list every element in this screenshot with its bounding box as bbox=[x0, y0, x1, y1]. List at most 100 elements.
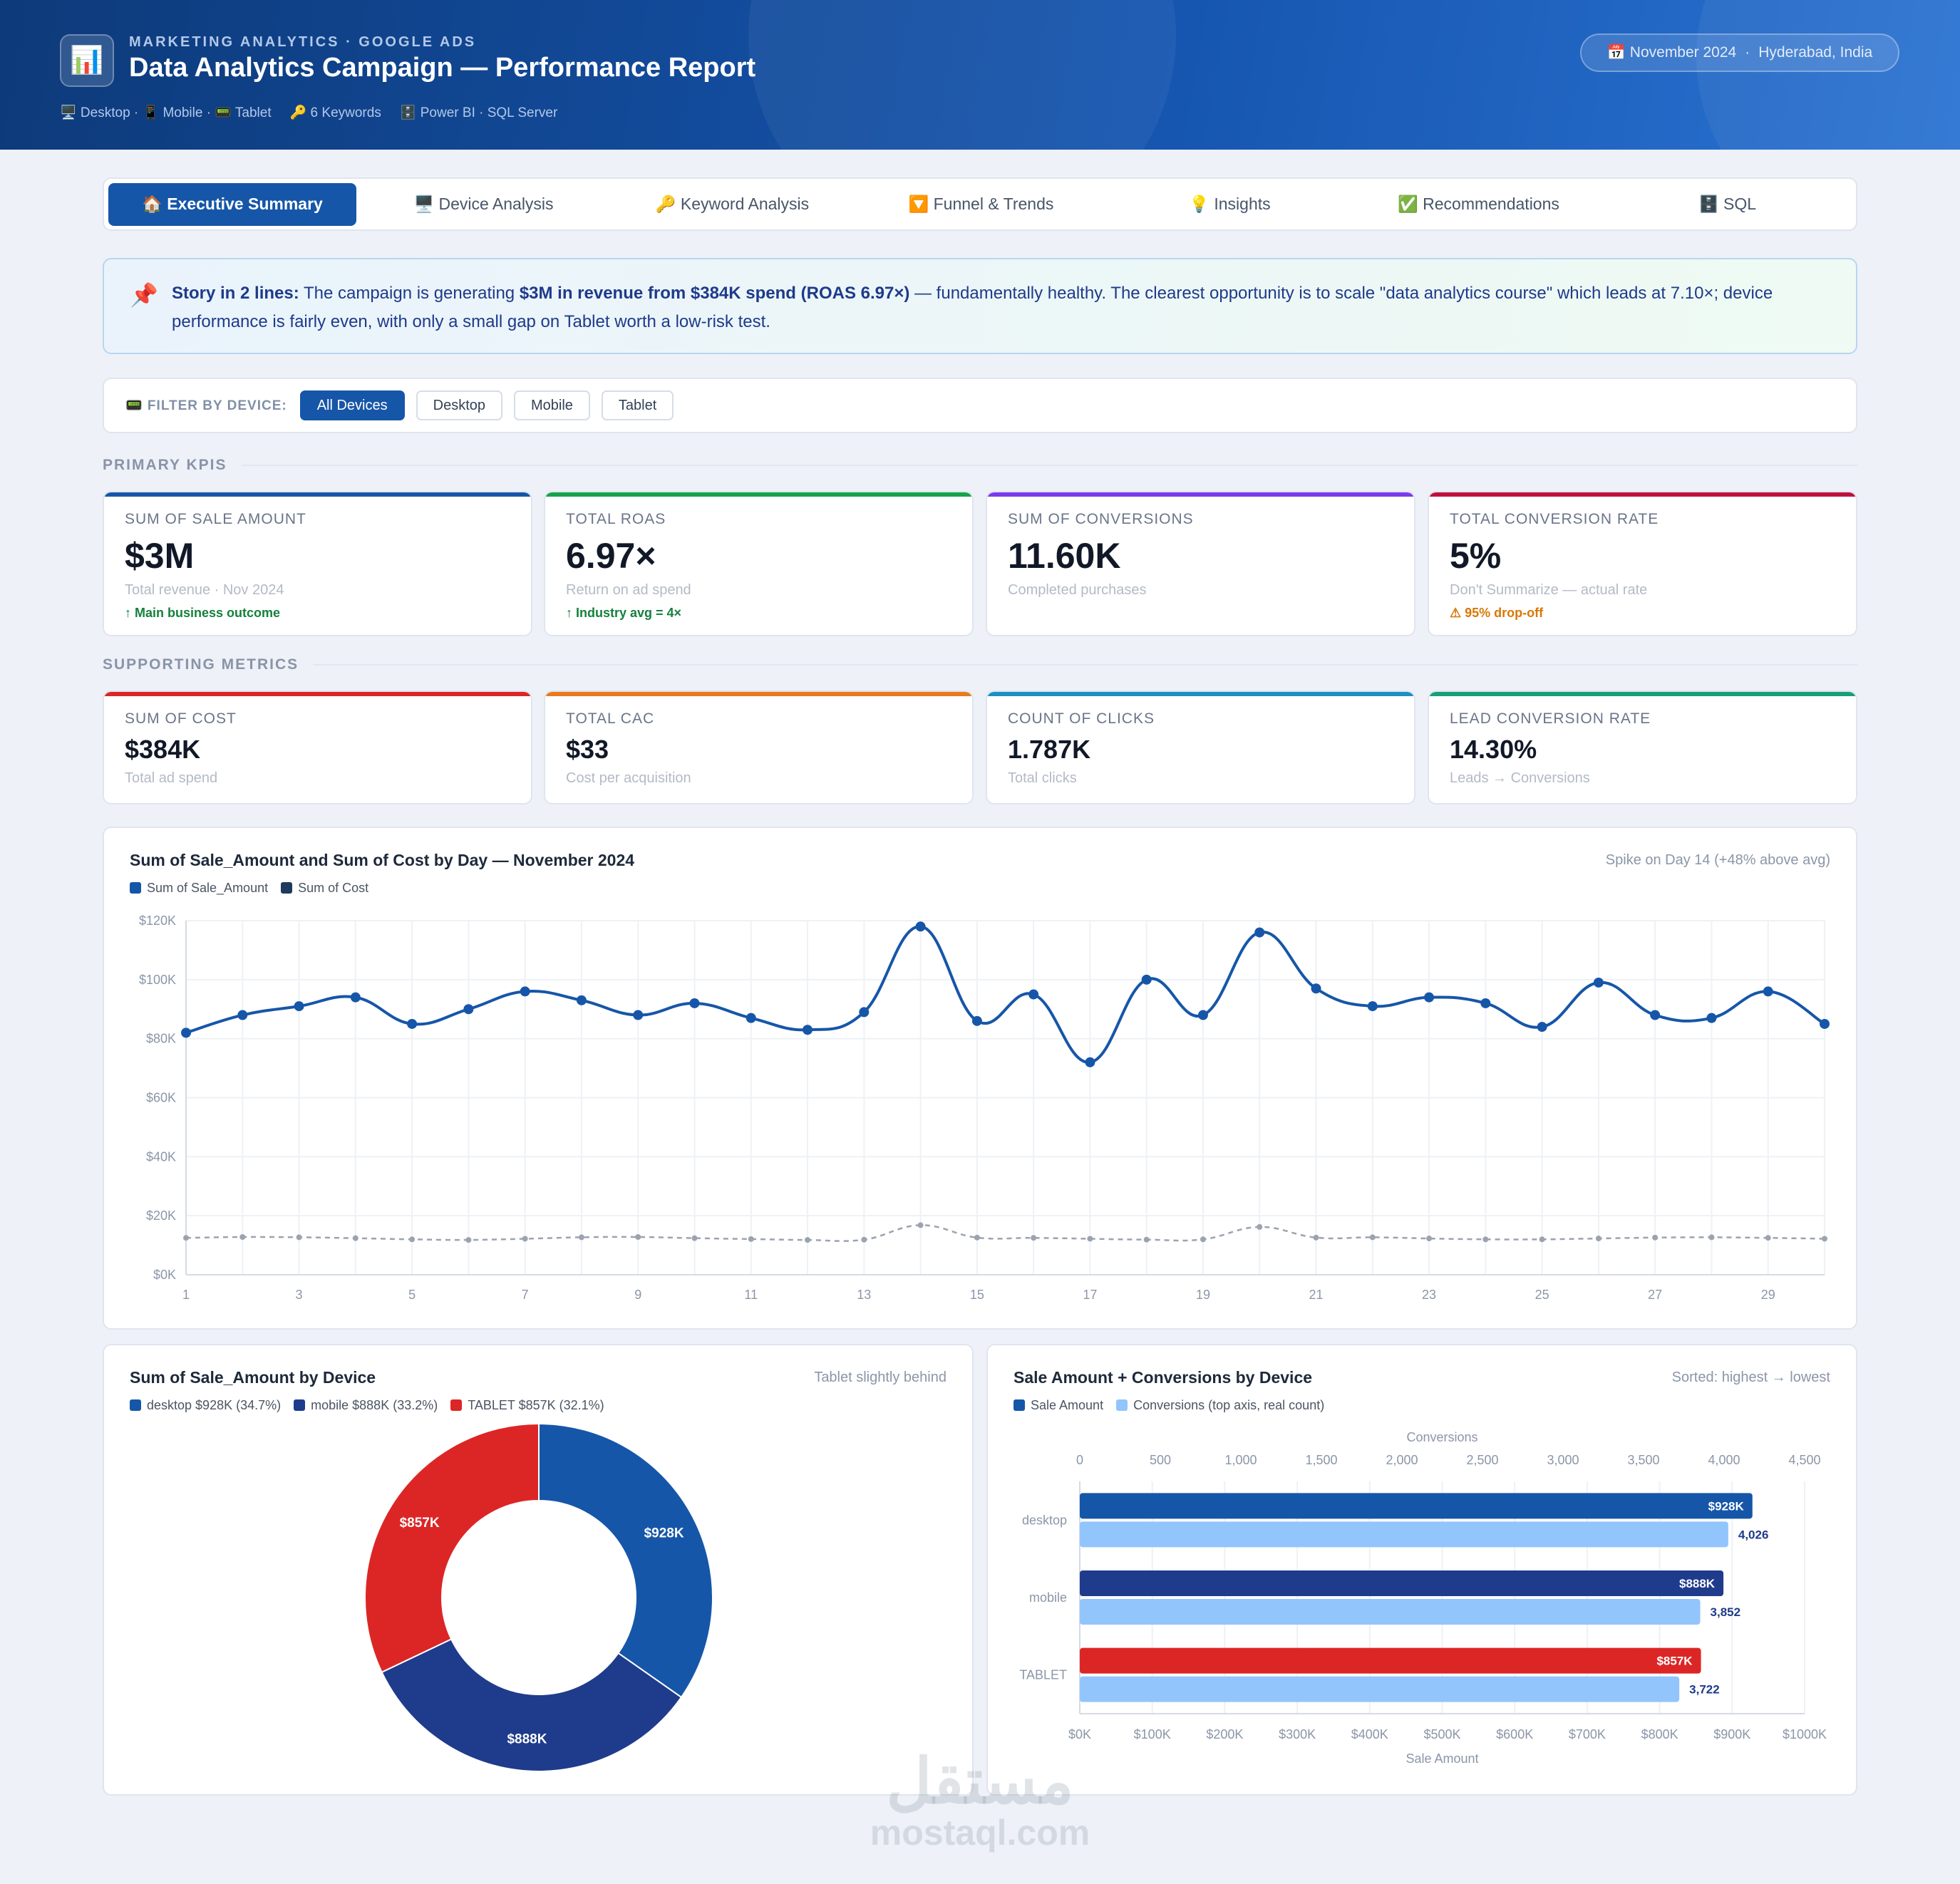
sale-point bbox=[746, 1013, 756, 1023]
metric-card-cost: SUM OF COST $384K Total ad spend bbox=[103, 690, 532, 804]
header-decoration bbox=[748, 0, 1176, 150]
top-tick-label: 0 bbox=[1076, 1453, 1083, 1467]
meta-devices: 🖥️ Desktop · 📱 Mobile · 📟 Tablet bbox=[60, 105, 272, 120]
top-tick-label: 500 bbox=[1150, 1453, 1171, 1467]
legend-label: Sum of Cost bbox=[298, 881, 369, 895]
cost-point bbox=[861, 1236, 867, 1243]
cost-point bbox=[183, 1235, 189, 1241]
x-tick-label: 3 bbox=[296, 1288, 303, 1302]
chart-note: Tablet slightly behind bbox=[814, 1370, 947, 1385]
x-tick-label: $1000K bbox=[1783, 1727, 1827, 1741]
legend-swatch bbox=[294, 1399, 306, 1411]
x-tick-label: 27 bbox=[1648, 1288, 1662, 1302]
kpi-value: 6.97× bbox=[566, 536, 656, 576]
legend-item[interactable]: Sum of Cost bbox=[281, 881, 368, 896]
metric-accent-bar bbox=[1429, 692, 1856, 696]
tab-insights[interactable]: 💡 Insights bbox=[1189, 195, 1271, 213]
cost-point bbox=[1143, 1236, 1150, 1243]
metric-subtext: Cost per acquisition bbox=[566, 770, 691, 786]
kpi-card-conversion-rate: TOTAL CONVERSION RATE 5% Don't Summarize… bbox=[1428, 491, 1857, 636]
donut-chart: $928K $888K $857K bbox=[364, 1422, 713, 1772]
metric-subtext: Total clicks bbox=[1008, 770, 1077, 786]
cost-point bbox=[465, 1237, 472, 1243]
header-eyebrow: MARKETING ANALYTICS · GOOGLE ADS bbox=[129, 34, 477, 50]
legend-swatch bbox=[281, 882, 293, 894]
cost-point bbox=[805, 1237, 811, 1243]
tab-bar: 🏠 Executive Summary 🖥️ Device Analysis 🔑… bbox=[103, 177, 1857, 231]
legend-swatch bbox=[130, 1399, 141, 1411]
metric-subtext: Leads → Conversions bbox=[1450, 770, 1590, 786]
legend-label: mobile $888K (33.2%) bbox=[311, 1398, 438, 1412]
top-tick-label: 1,000 bbox=[1224, 1453, 1257, 1467]
x-tick-label: 21 bbox=[1309, 1288, 1324, 1302]
chart-legend: Sale Amount Conversions (top axis, real … bbox=[1013, 1398, 1324, 1413]
legend-item[interactable]: Conversions (top axis, real count) bbox=[1116, 1398, 1324, 1413]
device-bar-card: Sale Amount + Conversions by Device Sort… bbox=[986, 1344, 1857, 1796]
tab-recommendations[interactable]: ✅ Recommendations bbox=[1398, 195, 1559, 213]
x-tick-label: $700K bbox=[1569, 1727, 1606, 1741]
x-tick-label: $400K bbox=[1351, 1727, 1388, 1741]
date-text: 📅 November 2024 bbox=[1606, 44, 1737, 61]
cost-point bbox=[409, 1236, 416, 1243]
page-header: 📊 MARKETING ANALYTICS · GOOGLE ADS Data … bbox=[0, 0, 1960, 150]
sale-point bbox=[915, 921, 926, 932]
section-primary-kpis: PRIMARY KPIS bbox=[103, 457, 1857, 474]
sale-series-line bbox=[185, 925, 1826, 1064]
metric-subtext: Total ad spend bbox=[125, 770, 218, 786]
sale-point bbox=[1706, 1013, 1717, 1023]
tab-device-analysis[interactable]: 🖥️ Device Analysis bbox=[413, 195, 554, 213]
tab-sql[interactable]: 🗄️ SQL bbox=[1698, 195, 1757, 213]
kpi-label: SUM OF SALE AMOUNT bbox=[125, 511, 306, 527]
metric-label: SUM OF COST bbox=[125, 710, 237, 727]
filter-mobile-button[interactable]: Mobile bbox=[514, 390, 590, 420]
legend-item[interactable]: mobile $888K (33.2%) bbox=[294, 1398, 438, 1413]
kpi-label: SUM OF CONVERSIONS bbox=[1008, 511, 1194, 527]
metric-label: LEAD CONVERSION RATE bbox=[1450, 710, 1651, 727]
metric-value: 14.30% bbox=[1450, 735, 1537, 764]
legend-item[interactable]: desktop $928K (34.7%) bbox=[130, 1398, 281, 1413]
story-highlight: $3M in revenue from $384K spend (ROAS 6.… bbox=[519, 284, 910, 303]
kpi-subtext: Completed purchases bbox=[1008, 582, 1147, 598]
kpi-accent-bar bbox=[1429, 492, 1856, 497]
chart-legend: desktop $928K (34.7%) mobile $888K (33.2… bbox=[130, 1398, 604, 1413]
legend-item[interactable]: TABLET $857K (32.1%) bbox=[450, 1398, 604, 1413]
metric-accent-bar bbox=[545, 692, 972, 696]
y-tick-label: $60K bbox=[146, 1091, 176, 1105]
legend-item[interactable]: Sale Amount bbox=[1013, 1398, 1103, 1413]
filter-tablet-button[interactable]: Tablet bbox=[601, 390, 674, 420]
tab-executive-summary[interactable]: 🏠 Executive Summary bbox=[108, 182, 356, 226]
story-lead: Story in 2 lines: bbox=[172, 284, 299, 303]
legend-label: Sale Amount bbox=[1031, 1398, 1104, 1412]
legend-item[interactable]: Sum of Sale_Amount bbox=[130, 881, 268, 896]
sale-amount-bar bbox=[1080, 1493, 1753, 1519]
section-supporting-metrics: SUPPORTING METRICS bbox=[103, 656, 1857, 673]
cost-point bbox=[1313, 1234, 1319, 1241]
cost-point bbox=[1765, 1235, 1771, 1241]
kpi-value: 11.60K bbox=[1008, 536, 1121, 576]
x-tick-label: 23 bbox=[1422, 1288, 1436, 1302]
cost-point bbox=[1595, 1236, 1601, 1242]
cost-point bbox=[296, 1234, 302, 1241]
metric-label: TOTAL CAC bbox=[566, 710, 655, 727]
date-location-pill: 📅 November 2024 · Hyderabad, India bbox=[1580, 33, 1899, 72]
tab-funnel-trends[interactable]: 🔽 Funnel & Trends bbox=[908, 195, 1054, 213]
watermark-arabic: مستقل bbox=[886, 1746, 1074, 1816]
filter-all-devices-button[interactable]: All Devices bbox=[299, 390, 405, 420]
cost-point bbox=[635, 1233, 641, 1240]
meta-tools: 🗄️ Power BI · SQL Server bbox=[399, 105, 558, 120]
x-tick-label: $600K bbox=[1496, 1727, 1533, 1741]
kpi-subtext: Total revenue · Nov 2024 bbox=[125, 582, 284, 598]
sale-point bbox=[1424, 992, 1435, 1003]
tab-keyword-analysis[interactable]: 🔑 Keyword Analysis bbox=[655, 195, 810, 213]
metric-value: 1.787K bbox=[1008, 735, 1091, 764]
x-tick-label: 9 bbox=[634, 1288, 641, 1302]
sale-point bbox=[294, 1001, 304, 1012]
sale-point bbox=[1820, 1018, 1830, 1029]
bar-value-label: 3,852 bbox=[1711, 1605, 1741, 1619]
filter-desktop-button[interactable]: Desktop bbox=[416, 390, 502, 420]
slice-value-label: $928K bbox=[644, 1526, 684, 1541]
donut-slice bbox=[364, 1422, 540, 1674]
legend-label: Conversions (top axis, real count) bbox=[1133, 1398, 1325, 1412]
sale-point bbox=[1763, 986, 1773, 997]
sale-point bbox=[407, 1018, 418, 1029]
